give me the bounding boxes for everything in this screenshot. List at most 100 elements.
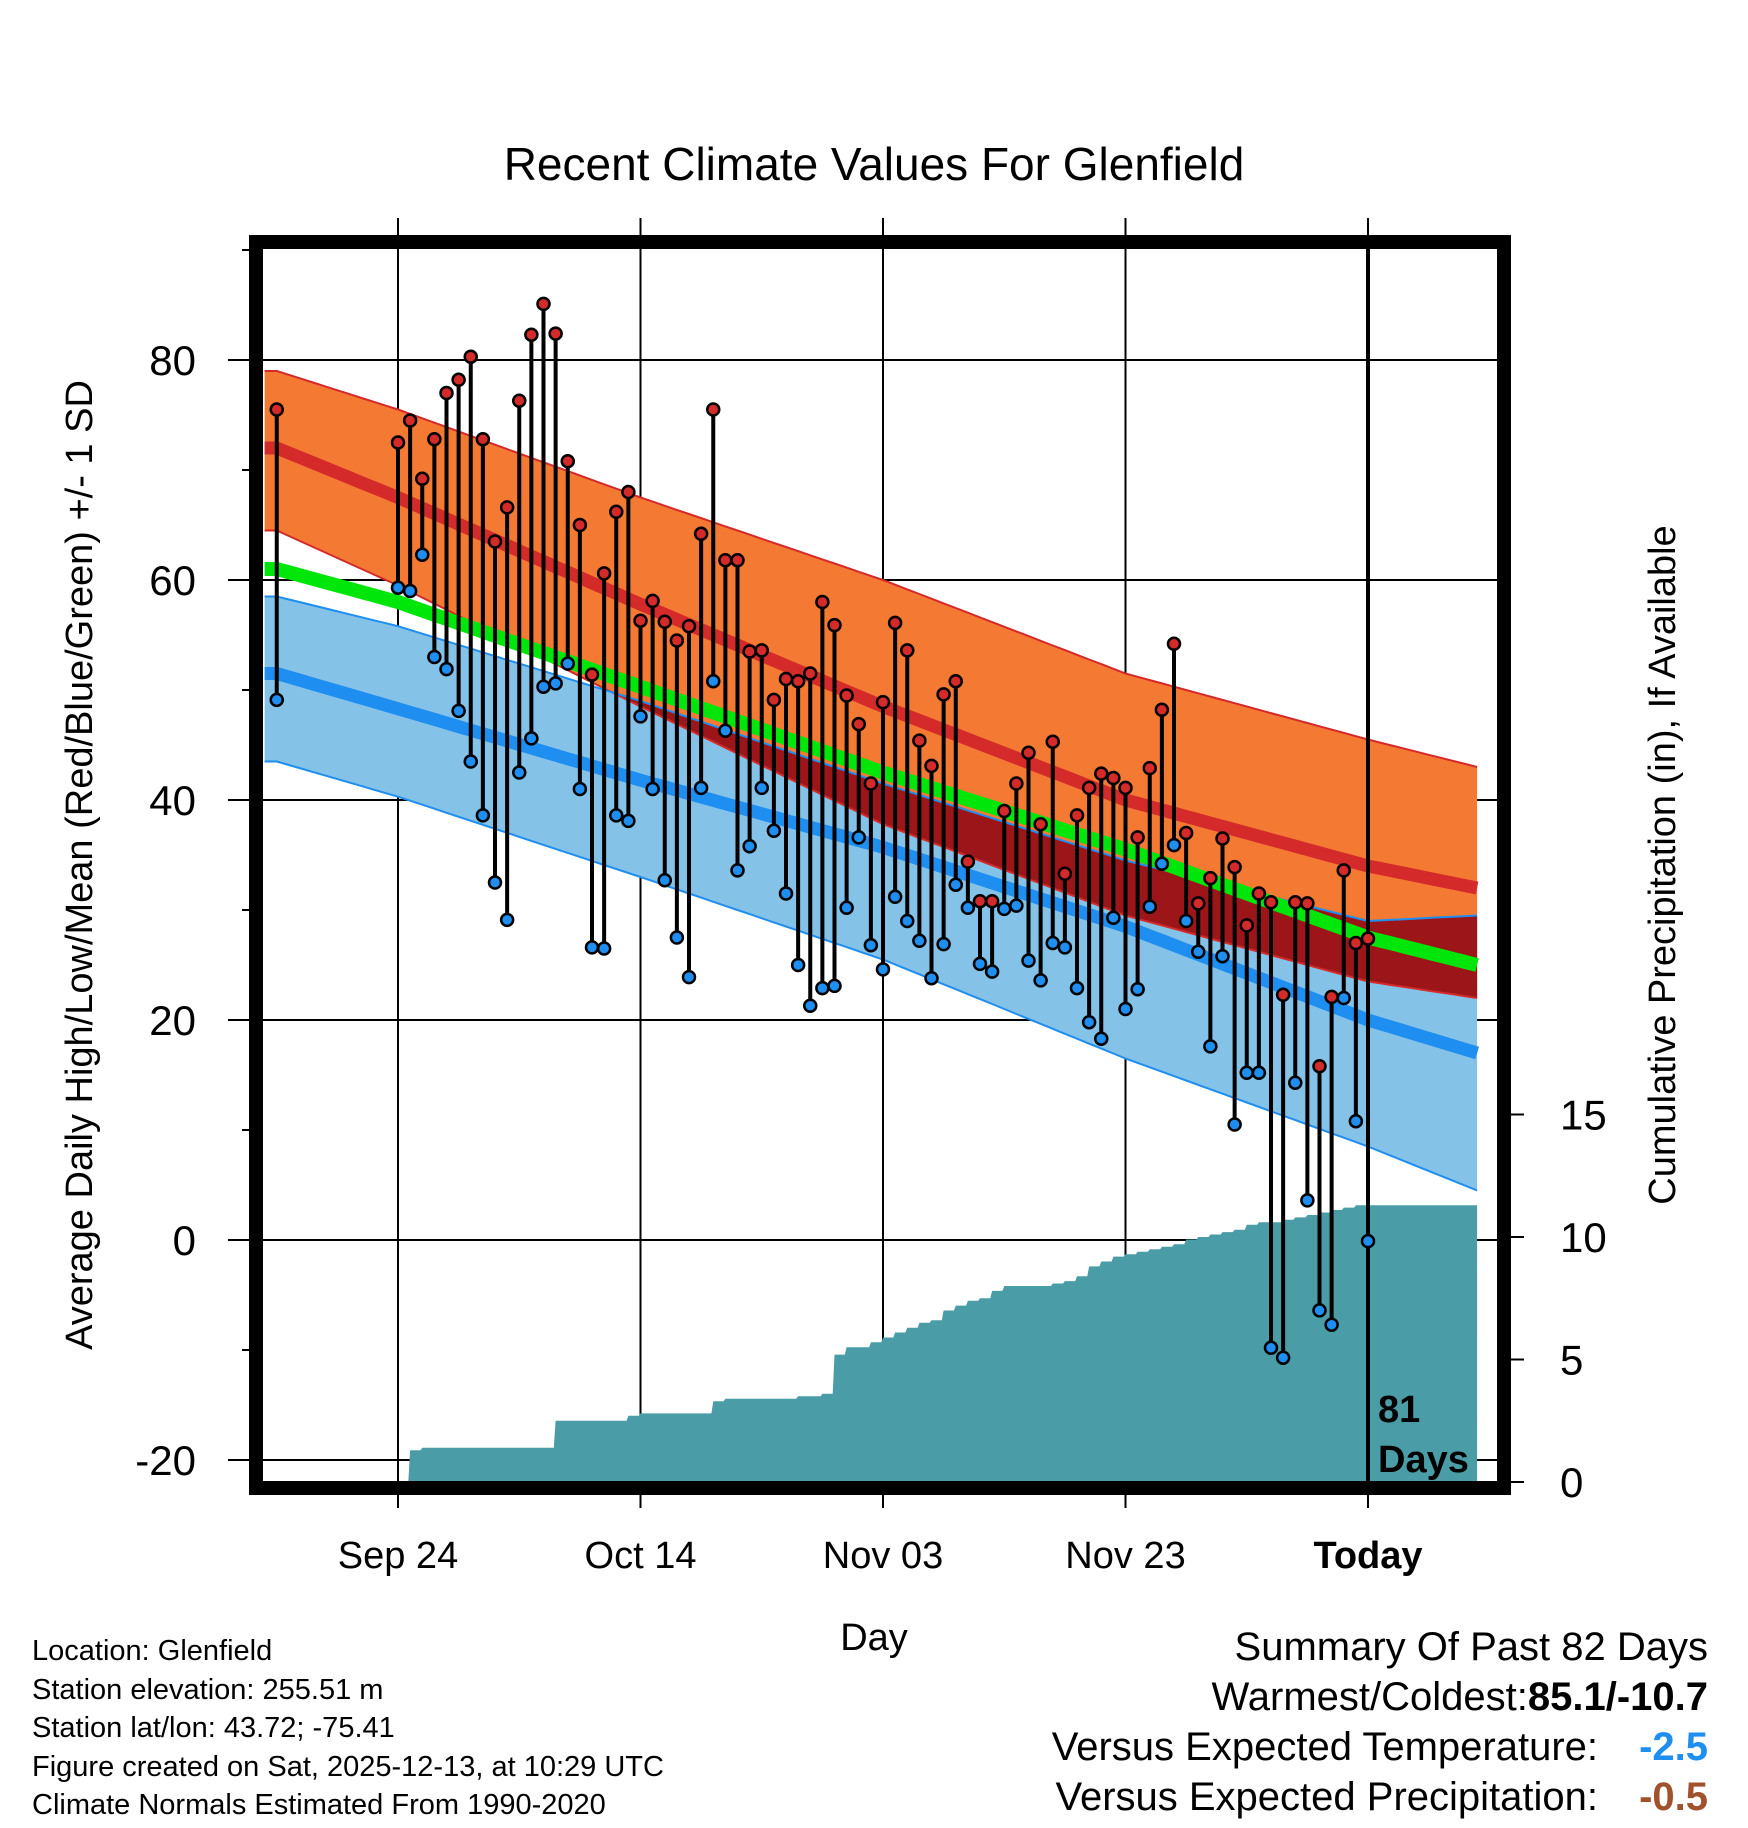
station-info: Location: Glenfield Station elevation: 2… <box>32 1632 664 1825</box>
daily-high-point <box>633 613 648 628</box>
daily-high-point <box>1081 780 1097 796</box>
daily-low-point <box>1106 910 1121 925</box>
daily-high-point <box>427 431 442 447</box>
daily-high-point <box>487 534 503 549</box>
daily-low-point <box>1288 1075 1303 1090</box>
daily-high-point <box>803 666 818 681</box>
y2-tick-label: 0 <box>1560 1459 1583 1506</box>
daily-low-point <box>463 754 478 769</box>
temp-value: -2.5 <box>1639 1725 1708 1769</box>
daily-low-point <box>475 808 491 823</box>
daily-high-point <box>706 402 721 417</box>
daily-high-point <box>1118 780 1133 796</box>
daily-low-point <box>1324 1317 1339 1332</box>
daily-low-point <box>1033 973 1048 988</box>
daily-low-point <box>1045 935 1060 951</box>
daily-low-point <box>887 889 903 905</box>
daily-high-point <box>1142 760 1157 776</box>
daily-high-point <box>1288 895 1303 910</box>
y-tick-label: 0 <box>173 1217 196 1264</box>
daily-high-point <box>451 372 466 388</box>
daily-high-point <box>936 687 951 702</box>
daily-low-point <box>706 673 721 689</box>
daily-high-point <box>887 615 903 631</box>
daily-high-point <box>415 471 430 487</box>
daily-high-point <box>851 716 866 732</box>
y-axis-ticks: -20 0 20 40 60 80 <box>135 249 250 1484</box>
daily-high-point <box>960 854 976 869</box>
daily-high-point <box>1324 989 1339 1005</box>
daily-low-point <box>512 765 527 780</box>
daily-low-point <box>1021 953 1036 968</box>
daily-high-point <box>1191 896 1206 911</box>
daily-high-point <box>1106 770 1121 786</box>
daily-low-point <box>439 661 454 677</box>
x-tick-label: Nov 03 <box>823 1535 943 1577</box>
daily-low-point <box>1336 990 1351 1006</box>
daily-low-point <box>1203 1039 1218 1054</box>
daily-high-point <box>900 643 915 658</box>
daily-range-bars <box>274 303 1370 1358</box>
daily-low-point <box>1360 1233 1376 1249</box>
extremes-label: Warmest/Coldest: <box>1211 1675 1528 1719</box>
x-tick-label: Oct 14 <box>585 1535 697 1577</box>
daily-low-point <box>815 980 830 996</box>
daily-low-point <box>948 877 963 892</box>
daily-low-point <box>536 679 551 694</box>
daily-high-point <box>742 644 757 659</box>
daily-high-point <box>1154 702 1170 718</box>
precip-value: -0.5 <box>1639 1775 1708 1819</box>
x-tick-label: Today <box>1313 1535 1422 1577</box>
daily-high-point <box>1033 816 1048 832</box>
daily-high-point <box>997 803 1012 819</box>
daily-low-point <box>1057 940 1073 955</box>
daily-high-point <box>875 694 891 710</box>
daily-low-point <box>863 937 879 953</box>
precip-label: Versus Expected Precipitation: <box>1055 1775 1598 1819</box>
x-tick-label: Sep 24 <box>338 1535 458 1577</box>
daily-low-point <box>645 781 660 797</box>
daily-high-point <box>669 633 685 648</box>
daily-low-point <box>1154 856 1170 872</box>
daily-low-point <box>960 900 976 916</box>
x-tick-label: Nov 23 <box>1065 1535 1185 1577</box>
daily-high-point <box>402 413 418 428</box>
daily-high-point <box>693 526 709 542</box>
daily-low-point <box>912 933 927 949</box>
overlap-band <box>616 693 1478 998</box>
daily-low-point <box>609 808 624 823</box>
low-lower-edge <box>264 760 1478 1192</box>
temp-label: Versus Expected Temperature: <box>1051 1725 1598 1769</box>
daily-low-point <box>1251 1065 1267 1081</box>
daily-high-point <box>1021 745 1036 760</box>
daily-high-point <box>1069 808 1085 823</box>
daily-low-point <box>1094 1031 1109 1046</box>
today-days-word: Days <box>1378 1439 1469 1481</box>
daily-low-point <box>997 901 1012 917</box>
y-tick-label: -20 <box>135 1437 196 1484</box>
daily-low-point <box>1130 981 1145 997</box>
daily-low-point <box>730 863 745 878</box>
daily-high-point <box>596 566 612 581</box>
daily-low-point <box>1166 837 1182 853</box>
daily-high-point <box>1300 896 1315 911</box>
daily-high-point <box>1130 830 1145 845</box>
daily-high-point <box>972 893 988 909</box>
daily-high-point <box>621 484 636 500</box>
daily-low-point <box>402 583 418 599</box>
daily-high-point <box>718 552 733 568</box>
daily-high-point <box>1312 1058 1327 1074</box>
extremes-value: 85.1/-10.7 <box>1527 1675 1708 1719</box>
daily-low-point <box>1239 1065 1254 1081</box>
daily-high-point <box>912 733 927 748</box>
daily-high-point <box>657 614 672 630</box>
daily-low-point <box>1118 1001 1133 1017</box>
x-axis-label: Day <box>840 1617 908 1659</box>
daily-high-point <box>584 667 600 682</box>
daily-low-point <box>790 957 806 973</box>
daily-high-point <box>548 326 563 341</box>
daily-low-point <box>584 940 600 955</box>
y-axis-label: Average Daily High/Low/Mean (Red/Blue/Gr… <box>59 380 101 1350</box>
daily-high-point <box>839 688 854 703</box>
